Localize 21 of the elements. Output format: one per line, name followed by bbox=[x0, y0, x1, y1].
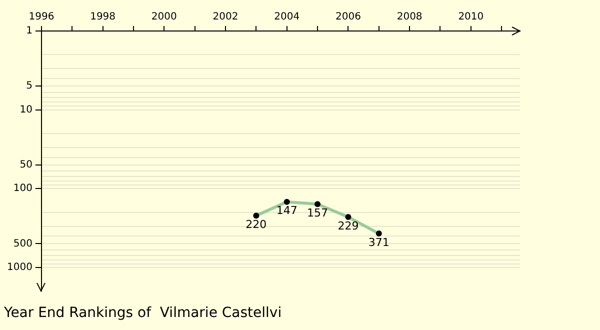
text: Year End Rankings of Vilmarie Castellvi bbox=[3, 305, 282, 322]
x-tick-label: 1998 bbox=[90, 12, 116, 23]
x-tick-label: 2008 bbox=[396, 12, 422, 23]
y-tick-label: 1 bbox=[26, 26, 32, 37]
x-tick-label: 2010 bbox=[458, 12, 484, 23]
x-tick-label: 1996 bbox=[28, 12, 54, 23]
x-tick-label: 2006 bbox=[335, 12, 361, 23]
y-tick-label: 1000 bbox=[6, 262, 32, 274]
x-tick-label: 2004 bbox=[274, 12, 300, 23]
data-label: 157 bbox=[307, 206, 328, 220]
data-label: 147 bbox=[276, 204, 298, 218]
data-label: 371 bbox=[368, 236, 390, 249]
data-label: 229 bbox=[338, 219, 359, 232]
y-tick-label: 5 bbox=[26, 80, 32, 92]
y-tick-label: 50 bbox=[20, 160, 32, 171]
y-tick-label: 100 bbox=[13, 183, 32, 194]
x-tick-label: 2002 bbox=[212, 12, 238, 23]
data-label: 220 bbox=[246, 218, 267, 231]
y-tick-label: 500 bbox=[13, 238, 32, 250]
y-tick-label: 10 bbox=[20, 104, 32, 116]
x-tick-label: 2000 bbox=[151, 12, 177, 23]
